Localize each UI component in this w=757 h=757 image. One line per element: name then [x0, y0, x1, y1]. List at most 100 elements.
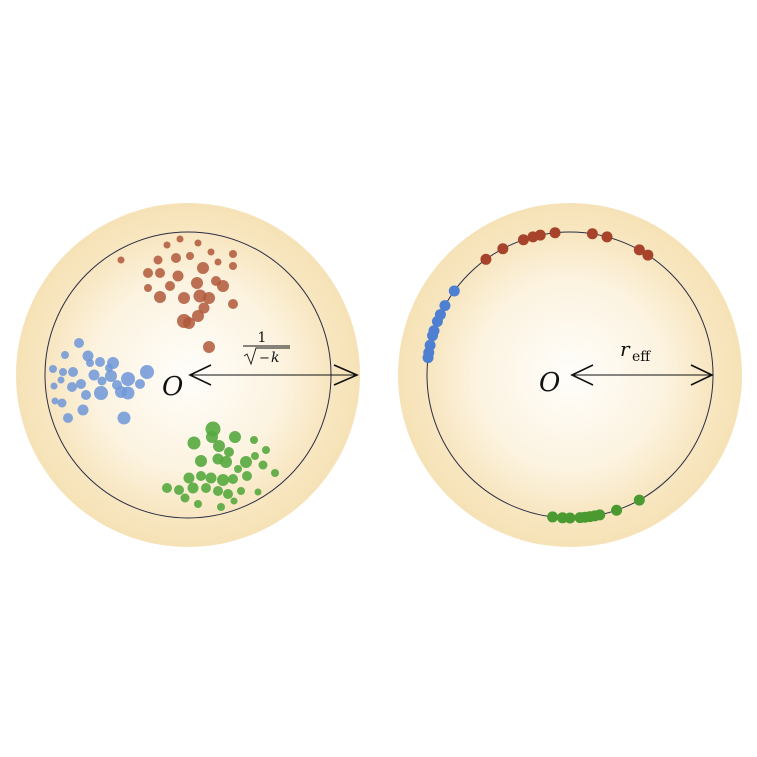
blue-point	[68, 367, 78, 377]
red-point	[198, 302, 210, 314]
green-point	[250, 436, 258, 444]
green-point	[195, 455, 207, 467]
blue-point	[81, 390, 91, 400]
radicand-minus: −	[259, 351, 270, 366]
blue-point	[63, 413, 73, 423]
r-eff-subscript: eff	[632, 349, 651, 365]
green-point	[217, 474, 229, 486]
green-point	[254, 488, 262, 496]
green-point	[229, 431, 241, 443]
radius-fraction-numerator: 1	[258, 330, 267, 346]
blue-point	[121, 386, 135, 400]
sqrt-sign	[243, 347, 290, 366]
green-point	[237, 487, 245, 495]
red-point	[143, 268, 153, 278]
left-panel: O 1 − k	[16, 203, 360, 547]
blue-boundary-point	[448, 285, 460, 297]
green-point	[205, 472, 217, 484]
green-point	[223, 489, 233, 499]
green-point	[174, 485, 184, 495]
red-point	[153, 255, 163, 265]
green-boundary-point	[611, 504, 623, 516]
blue-boundary-point	[424, 339, 436, 351]
blue-point	[50, 382, 58, 390]
blue-point	[74, 338, 84, 348]
blue-point	[51, 397, 59, 405]
red-point	[186, 252, 194, 260]
blue-point	[77, 404, 89, 416]
red-point	[191, 277, 203, 289]
right-radius-arrow	[570, 364, 714, 386]
blue-point	[97, 376, 107, 386]
red-boundary-point	[480, 253, 492, 265]
red-point	[214, 258, 222, 266]
left-origin-label: O	[162, 372, 183, 402]
green-point	[220, 456, 232, 468]
green-point	[183, 472, 195, 484]
green-point	[180, 493, 190, 503]
green-boundary-point	[547, 511, 559, 523]
blue-point	[95, 357, 105, 367]
red-point	[172, 270, 184, 282]
blue-point	[57, 376, 65, 384]
left-radius-arrow	[188, 364, 360, 386]
blue-boundary-point	[428, 325, 440, 337]
blue-boundary-point	[434, 309, 446, 321]
red-boundary-point	[633, 244, 645, 256]
right-disk-background	[398, 203, 742, 547]
green-boundary-points	[547, 494, 645, 524]
red-point	[178, 292, 190, 304]
left-radius-label: 1 − k	[243, 330, 290, 366]
blue-boundary-point	[439, 300, 451, 312]
green-point	[240, 456, 252, 468]
red-boundary-points	[480, 227, 654, 265]
green-point	[258, 460, 268, 470]
red-point	[176, 235, 184, 243]
green-cluster-points	[162, 421, 279, 511]
green-point	[234, 465, 242, 473]
red-point	[144, 284, 152, 292]
green-point	[201, 483, 211, 493]
green-point	[224, 447, 234, 457]
right-panel: O r eff	[398, 203, 742, 547]
red-point	[163, 241, 171, 249]
red-point	[183, 317, 195, 329]
red-boundary-point	[549, 227, 561, 239]
red-point	[165, 281, 175, 291]
right-origin-label: O	[539, 368, 560, 398]
green-point	[206, 431, 218, 443]
blue-point	[86, 359, 94, 367]
blue-boundary-points	[422, 285, 460, 364]
green-point	[196, 471, 206, 481]
green-point	[162, 483, 172, 493]
green-boundary-point	[594, 509, 606, 521]
green-point	[262, 446, 270, 454]
red-point	[228, 299, 238, 309]
green-point	[187, 436, 201, 450]
red-boundary-point	[497, 243, 509, 255]
blue-cluster-points	[49, 338, 154, 425]
red-point	[229, 250, 237, 258]
red-boundary-point	[642, 249, 654, 261]
green-point	[228, 474, 238, 484]
red-point	[203, 341, 215, 353]
blue-point	[135, 379, 145, 389]
red-boundary-point	[517, 234, 529, 246]
red-boundary-point	[586, 228, 598, 240]
green-point	[213, 440, 225, 452]
red-point	[171, 253, 181, 263]
blue-point	[94, 386, 108, 400]
blue-point	[59, 368, 67, 376]
green-point	[271, 469, 279, 477]
green-point	[217, 503, 225, 511]
red-point	[117, 256, 125, 264]
left-disk-background	[16, 203, 360, 547]
red-point	[229, 262, 237, 270]
blue-point	[61, 351, 69, 359]
green-boundary-point	[633, 494, 645, 506]
green-point	[242, 471, 252, 481]
red-point	[197, 262, 209, 274]
red-point	[154, 291, 166, 303]
red-boundary-point	[601, 231, 613, 243]
